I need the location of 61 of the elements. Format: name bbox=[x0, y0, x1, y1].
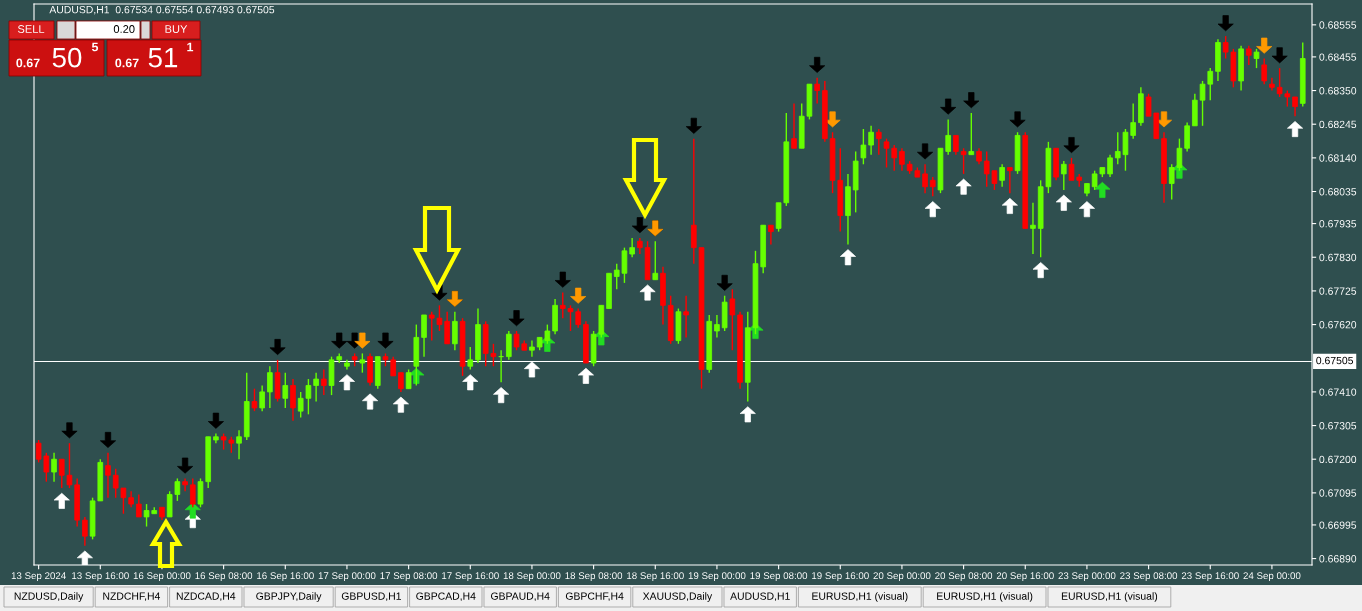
chart-title: AUDUSD,H1 0.67534 0.67554 0.67493 0.67505 bbox=[49, 5, 275, 15]
x-tick-label: 13 Sep 2024 bbox=[11, 572, 66, 582]
text: XAUUSD,Daily bbox=[642, 592, 713, 602]
annotation: 5 bbox=[91, 42, 99, 52]
y-tick-label: 0.67410 bbox=[1319, 388, 1357, 396]
x-tick-label: 16 Sep 08:00 bbox=[195, 572, 253, 582]
y-tick-label: 0.68140 bbox=[1319, 154, 1357, 162]
x-tick-label: 18 Sep 08:00 bbox=[565, 572, 623, 582]
x-tick-label: 16 Sep 00:00 bbox=[133, 572, 191, 582]
x-tick-label: 17 Sep 16:00 bbox=[442, 572, 499, 582]
y-tick-label: 0.67200 bbox=[1319, 455, 1357, 464]
y-tick-label: 0.68245 bbox=[1319, 120, 1357, 129]
ref-line-label: 0.67505 bbox=[1316, 356, 1354, 365]
y-tick-label: 0.68455 bbox=[1319, 53, 1357, 61]
text: NZDCAD,H4 bbox=[176, 592, 236, 602]
y-tick-label: 0.67725 bbox=[1319, 287, 1357, 295]
text: GBPUSD,H1 bbox=[341, 592, 401, 602]
x-tick-label: 19 Sep 00:00 bbox=[688, 572, 746, 582]
annotation: 50 bbox=[52, 47, 82, 68]
text: EURUSD,H1 (visual) bbox=[937, 592, 1033, 602]
y-tick-label: 0.67305 bbox=[1319, 422, 1357, 430]
x-tick-label: 18 Sep 00:00 bbox=[503, 572, 561, 582]
x-tick-label: 16 Sep 16:00 bbox=[257, 572, 314, 582]
text: AUDUSD,H1 bbox=[730, 592, 790, 602]
x-tick-label: 23 Sep 16:00 bbox=[1181, 572, 1239, 582]
x-tick-label: 13 Sep 16:00 bbox=[72, 572, 129, 582]
text: GBPJPY,Daily bbox=[256, 592, 322, 602]
x-tick-label: 23 Sep 00:00 bbox=[1058, 572, 1116, 582]
text: GBPCAD,H4 bbox=[416, 592, 476, 602]
x-tick-label: 17 Sep 00:00 bbox=[318, 572, 376, 582]
text: GBPAUD,H4 bbox=[491, 592, 550, 602]
text: NZDUSD,Daily bbox=[14, 592, 84, 602]
x-tick-label: 20 Sep 00:00 bbox=[873, 572, 931, 582]
annotation: SELL bbox=[17, 25, 45, 33]
x-tick-label: 19 Sep 08:00 bbox=[750, 572, 808, 582]
x-tick-label: 17 Sep 08:00 bbox=[380, 572, 438, 582]
annotation: 0.20 bbox=[113, 25, 135, 33]
x-tick-label: 20 Sep 16:00 bbox=[996, 572, 1054, 582]
y-tick-label: 0.67620 bbox=[1319, 321, 1357, 329]
text: GBPCHF,H4 bbox=[565, 592, 624, 602]
x-tick-label: 24 Sep 00:00 bbox=[1243, 572, 1301, 582]
y-tick-label: 0.67095 bbox=[1319, 489, 1357, 497]
y-tick-label: 0.66890 bbox=[1319, 555, 1357, 563]
text: EURUSD,H1 (visual) bbox=[812, 592, 908, 602]
x-tick-label: 18 Sep 16:00 bbox=[627, 572, 684, 582]
y-tick-label: 0.68555 bbox=[1319, 21, 1357, 29]
x-tick-label: 20 Sep 08:00 bbox=[935, 572, 993, 582]
x-tick-label: 19 Sep 16:00 bbox=[812, 572, 869, 582]
x-tick-label: 23 Sep 08:00 bbox=[1120, 572, 1178, 582]
y-tick-label: 0.67935 bbox=[1319, 220, 1357, 228]
y-tick-label: 0.66995 bbox=[1319, 521, 1357, 529]
y-tick-label: 0.67830 bbox=[1319, 253, 1357, 262]
annotation: BUY bbox=[165, 25, 188, 33]
annotation: 0.67 bbox=[115, 58, 139, 68]
annotation: 1 bbox=[187, 42, 194, 52]
y-tick-label: 0.68035 bbox=[1319, 188, 1357, 196]
annotation: 0.67 bbox=[16, 58, 40, 68]
text: NZDCHF,H4 bbox=[103, 592, 161, 602]
y-tick-label: 0.68350 bbox=[1319, 87, 1357, 95]
annotation: 51 bbox=[148, 48, 178, 68]
text: EURUSD,H1 (visual) bbox=[1061, 592, 1158, 602]
